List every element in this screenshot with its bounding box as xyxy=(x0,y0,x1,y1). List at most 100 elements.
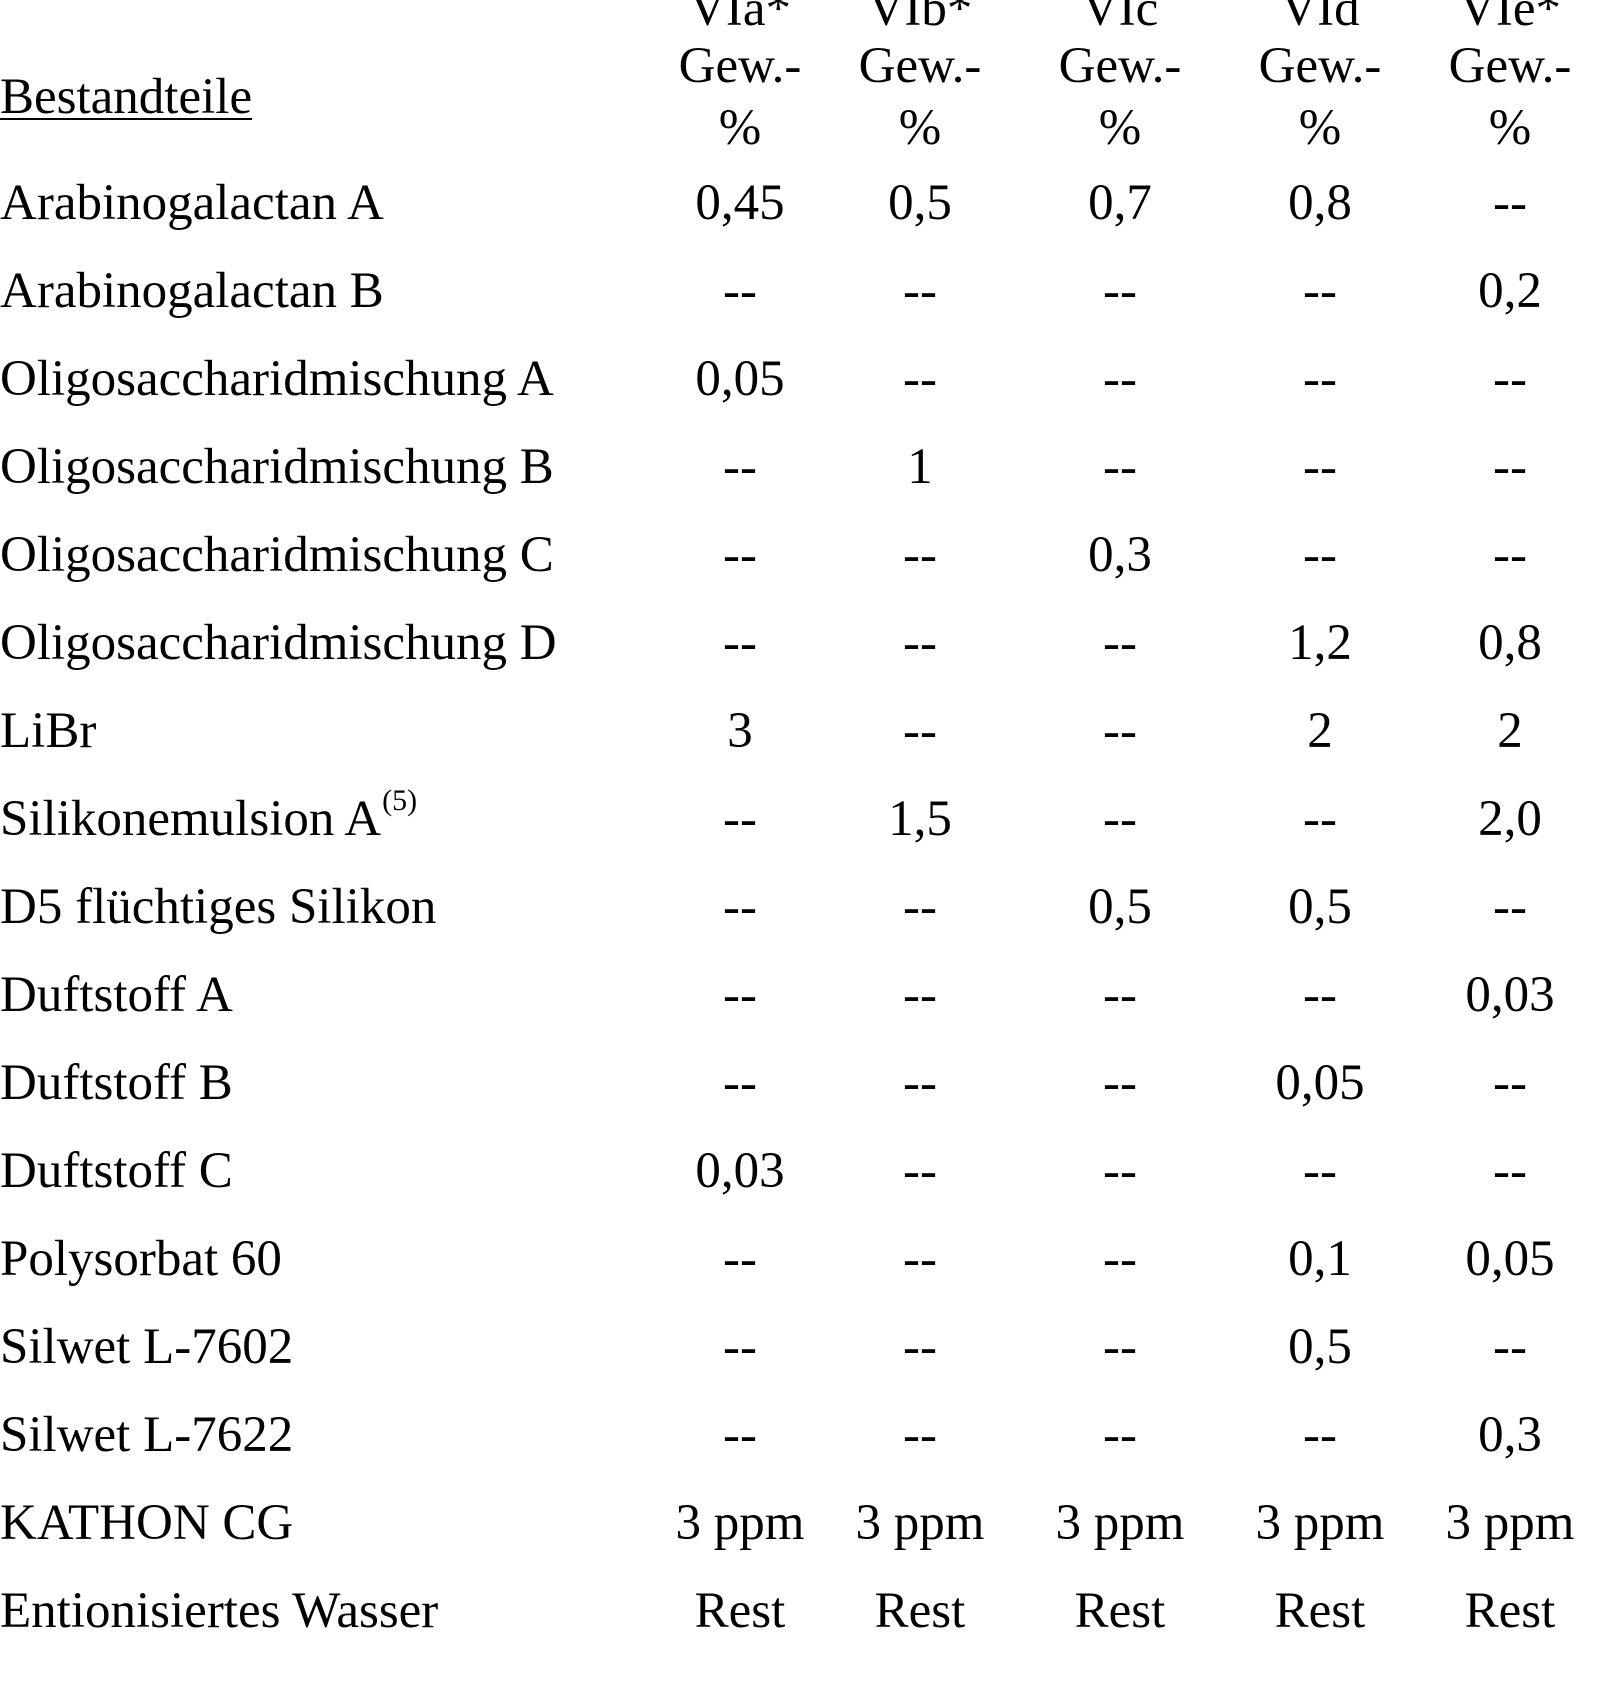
table-row: Duftstoff A--------0,03 xyxy=(0,951,1598,1039)
value-cell: -- xyxy=(640,863,820,951)
value-cell: 1,2 xyxy=(1220,599,1420,687)
ingredient-label: Silwet L-7602 xyxy=(0,1319,293,1375)
ingredient-label: Duftstoff A xyxy=(0,967,233,1023)
ingredient-cell: LiBr xyxy=(0,687,640,775)
ingredient-label: Oligosaccharidmischung A xyxy=(0,351,554,407)
ingredient-cell: Oligosaccharidmischung C xyxy=(0,511,640,599)
document-page: VIa* VIb* VIc VId VIe* Bestandteile Gew.… xyxy=(0,0,1598,1690)
ingredient-label: Oligosaccharidmischung B xyxy=(0,439,554,495)
value-cell: -- xyxy=(1020,423,1220,511)
unit-line-1: Gew.- xyxy=(1449,38,1572,94)
unit-line-1: Gew.- xyxy=(859,38,982,94)
value-cell: 0,05 xyxy=(640,335,820,423)
value-cell: 0,05 xyxy=(1420,1215,1598,1303)
value-cell: 2,0 xyxy=(1420,775,1598,863)
ingredient-cell: Oligosaccharidmischung D xyxy=(0,599,640,687)
unit-line-2: % xyxy=(899,100,941,156)
ingredient-label: D5 flüchtiges Silikon xyxy=(0,879,436,935)
table-row: Entionisiertes WasserRestRestRestRestRes… xyxy=(0,1567,1598,1655)
value-cell: -- xyxy=(1020,1303,1220,1391)
value-cell: -- xyxy=(1020,247,1220,335)
table-body: Arabinogalactan A0,450,50,70,8--Arabinog… xyxy=(0,159,1598,1655)
unit-line-1: Gew.- xyxy=(1059,38,1182,94)
value-cell: 0,8 xyxy=(1220,159,1420,247)
value-cell: Rest xyxy=(640,1567,820,1655)
table-row: Oligosaccharidmischung A0,05-------- xyxy=(0,335,1598,423)
composition-table: VIa* VIb* VIc VId VIe* Bestandteile Gew.… xyxy=(0,0,1598,1655)
ingredient-cell: Polysorbat 60 xyxy=(0,1215,640,1303)
value-cell: -- xyxy=(1020,951,1220,1039)
value-cell: -- xyxy=(820,1039,1020,1127)
table-row: KATHON CG3 ppm3 ppm3 ppm3 ppm3 ppm xyxy=(0,1479,1598,1567)
ingredient-label: Duftstoff C xyxy=(0,1143,233,1199)
value-cell: -- xyxy=(640,1039,820,1127)
value-cell: -- xyxy=(640,1391,820,1479)
value-cell: 0,5 xyxy=(1220,863,1420,951)
value-cell: -- xyxy=(1020,775,1220,863)
value-cell: 3 ppm xyxy=(1420,1479,1598,1567)
unit-cell: Gew.-% xyxy=(1220,35,1420,159)
value-cell: -- xyxy=(1220,1391,1420,1479)
value-cell: -- xyxy=(820,951,1020,1039)
footnote-marker: (5) xyxy=(382,784,417,817)
value-cell: -- xyxy=(1020,1391,1220,1479)
ingredient-cell: Arabinogalactan B xyxy=(0,247,640,335)
table-row: Silwet L-7622--------0,3 xyxy=(0,1391,1598,1479)
table-row: Silwet L-7602------0,5-- xyxy=(0,1303,1598,1391)
value-cell: -- xyxy=(640,775,820,863)
table-row: Silikonemulsion A(5)--1,5----2,0 xyxy=(0,775,1598,863)
unit-cell: Gew.-% xyxy=(640,35,820,159)
value-cell: -- xyxy=(820,335,1020,423)
ingredient-cell: Duftstoff A xyxy=(0,951,640,1039)
value-cell: -- xyxy=(1020,1127,1220,1215)
value-cell: -- xyxy=(640,1215,820,1303)
value-cell: -- xyxy=(640,511,820,599)
column-code: VIe* xyxy=(1420,0,1598,35)
unit-cell: Gew.-% xyxy=(1420,35,1598,159)
value-cell: 0,7 xyxy=(1020,159,1220,247)
value-cell: Rest xyxy=(1220,1567,1420,1655)
value-cell: -- xyxy=(1420,1127,1598,1215)
value-cell: -- xyxy=(820,247,1020,335)
unit-cell: Gew.-% xyxy=(820,35,1020,159)
value-cell: -- xyxy=(1220,775,1420,863)
unit-line-2: % xyxy=(1299,100,1341,156)
value-cell: 3 ppm xyxy=(640,1479,820,1567)
header-empty-cell xyxy=(0,0,640,35)
ingredient-label: Oligosaccharidmischung C xyxy=(0,527,554,583)
value-cell: -- xyxy=(640,423,820,511)
value-cell: -- xyxy=(820,1391,1020,1479)
value-cell: -- xyxy=(1020,599,1220,687)
ingredient-cell: Oligosaccharidmischung B xyxy=(0,423,640,511)
ingredient-label: Oligosaccharidmischung D xyxy=(0,615,557,671)
value-cell: -- xyxy=(820,687,1020,775)
unit-line-1: Gew.- xyxy=(1259,38,1382,94)
unit-cell: Gew.-% xyxy=(1020,35,1220,159)
value-cell: 0,5 xyxy=(1220,1303,1420,1391)
ingredient-cell: KATHON CG xyxy=(0,1479,640,1567)
value-cell: -- xyxy=(820,1215,1020,1303)
value-cell: -- xyxy=(820,1303,1020,1391)
value-cell: -- xyxy=(1420,159,1598,247)
ingredient-label: Silwet L-7622 xyxy=(0,1407,293,1463)
column-code: VIb* xyxy=(820,0,1020,35)
value-cell: -- xyxy=(1220,511,1420,599)
value-cell: -- xyxy=(1220,335,1420,423)
value-cell: 3 ppm xyxy=(1220,1479,1420,1567)
table-row: Duftstoff B------0,05-- xyxy=(0,1039,1598,1127)
column-code: VId xyxy=(1220,0,1420,35)
unit-line-1: Gew.- xyxy=(679,38,802,94)
header-label-cell: Bestandteile xyxy=(0,35,640,159)
ingredient-label: Silikonemulsion A xyxy=(0,791,381,847)
column-code: VIa* xyxy=(640,0,820,35)
value-cell: -- xyxy=(640,1303,820,1391)
unit-line-2: % xyxy=(1099,100,1141,156)
value-cell: -- xyxy=(1420,1303,1598,1391)
table-row: Duftstoff C0,03-------- xyxy=(0,1127,1598,1215)
value-cell: -- xyxy=(1420,863,1598,951)
ingredient-label: KATHON CG xyxy=(0,1495,293,1551)
ingredient-label: Arabinogalactan B xyxy=(0,263,384,319)
value-cell: -- xyxy=(820,511,1020,599)
ingredient-label: Duftstoff B xyxy=(0,1055,233,1111)
ingredient-cell: Arabinogalactan A xyxy=(0,159,640,247)
